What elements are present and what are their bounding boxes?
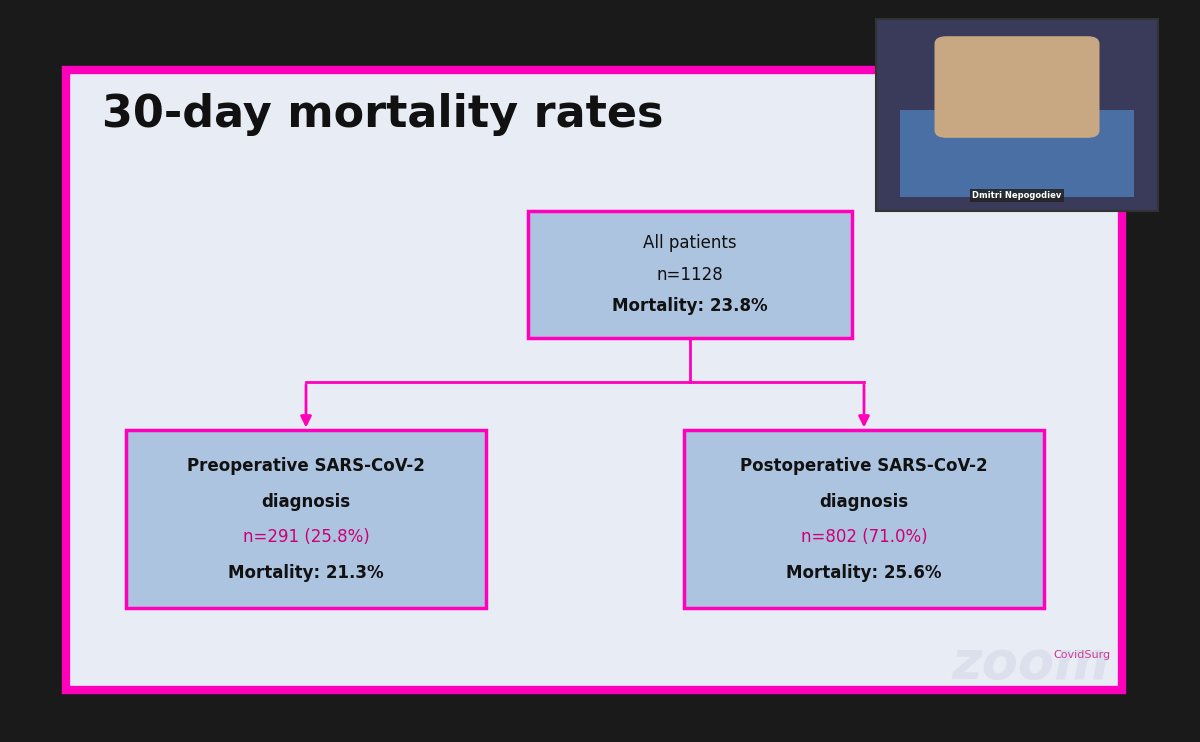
Text: diagnosis: diagnosis — [820, 493, 908, 510]
FancyBboxPatch shape — [876, 19, 1158, 211]
Text: Preoperative SARS-CoV-2: Preoperative SARS-CoV-2 — [187, 457, 425, 475]
Text: Postoperative SARS-CoV-2: Postoperative SARS-CoV-2 — [740, 457, 988, 475]
Text: 30-day mortality rates: 30-day mortality rates — [102, 93, 664, 136]
Text: All patients: All patients — [643, 234, 737, 252]
FancyBboxPatch shape — [684, 430, 1044, 608]
FancyBboxPatch shape — [935, 36, 1099, 138]
FancyBboxPatch shape — [66, 70, 1122, 690]
FancyBboxPatch shape — [900, 110, 1134, 197]
FancyBboxPatch shape — [528, 211, 852, 338]
Text: diagnosis: diagnosis — [262, 493, 350, 510]
FancyBboxPatch shape — [126, 430, 486, 608]
Text: Mortality: 21.3%: Mortality: 21.3% — [228, 564, 384, 582]
Text: n=291 (25.8%): n=291 (25.8%) — [242, 528, 370, 546]
Text: CovidSurg: CovidSurg — [1052, 651, 1110, 660]
Text: Mortality: 23.8%: Mortality: 23.8% — [612, 297, 768, 315]
Text: n=1128: n=1128 — [656, 266, 724, 283]
Text: Dmitri Nepogodiev: Dmitri Nepogodiev — [972, 191, 1062, 200]
Text: zoom: zoom — [952, 638, 1110, 690]
Text: n=802 (71.0%): n=802 (71.0%) — [800, 528, 928, 546]
Text: Mortality: 25.6%: Mortality: 25.6% — [786, 564, 942, 582]
